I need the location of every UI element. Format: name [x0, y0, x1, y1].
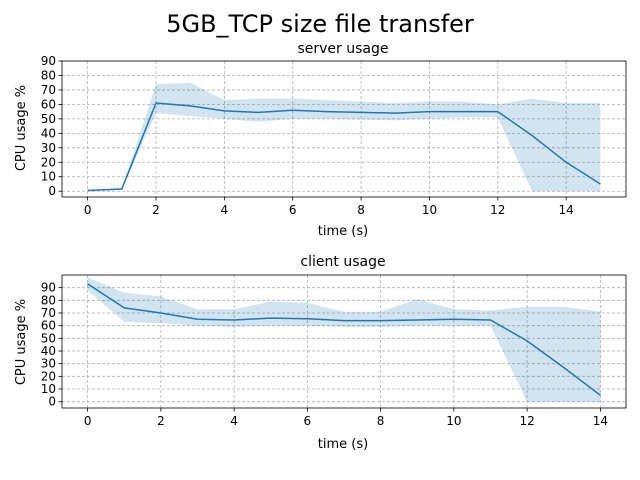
client-x-tick-label: 2 — [157, 414, 165, 428]
client-y-tick-label: 20 — [41, 369, 56, 383]
client-chart-xlabel: time (s) — [318, 437, 368, 452]
client-usage-band — [87, 277, 601, 402]
client-y-tick-label: 50 — [41, 331, 56, 345]
server-y-tick-label: 70 — [41, 83, 56, 97]
client-y-tick-label: 0 — [48, 395, 56, 409]
server-y-tick-label: 40 — [41, 126, 56, 140]
client-y-tick-label: 80 — [41, 293, 56, 307]
server-y-tick-label: 50 — [41, 112, 56, 126]
client-x-tick-label: 4 — [230, 414, 238, 428]
server-x-tick-label: 4 — [221, 203, 229, 217]
client-usage-line — [87, 283, 601, 396]
client-y-tick-label: 40 — [41, 344, 56, 358]
client-usage-chart: client usage time (s) CPU usage % 0 2 4 6 8 1… — [14, 254, 627, 452]
server-chart-ylabel: CPU usage % — [14, 85, 29, 171]
server-usage-band — [87, 82, 601, 192]
client-y-tick-label: 60 — [41, 319, 56, 333]
client-chart-ylabel: CPU usage % — [14, 299, 29, 385]
client-y-tick-label: 30 — [41, 357, 56, 371]
server-chart-title: server usage — [297, 41, 388, 57]
server-x-tick-label: 14 — [559, 203, 574, 217]
client-y-tick-label: 10 — [41, 382, 56, 396]
server-axes-frame — [61, 60, 627, 198]
client-y-tick-label: 90 — [41, 281, 56, 295]
server-y-tick-label: 30 — [41, 141, 56, 155]
server-chart-xlabel: time (s) — [318, 224, 368, 239]
server-x-tick-label: 0 — [84, 203, 92, 217]
client-chart-title: client usage — [300, 254, 385, 270]
server-x-tick-label: 8 — [357, 203, 365, 217]
server-usage-chart: server usage time (s) CPU usage % 0 2 4 6 8 1… — [14, 41, 627, 239]
client-x-tick-label: 14 — [593, 414, 608, 428]
client-x-tick-label: 6 — [304, 414, 312, 428]
server-y-tick-label: 0 — [48, 184, 56, 198]
server-y-tick-label: 60 — [41, 97, 56, 111]
server-x-tick-label: 2 — [152, 203, 160, 217]
client-x-tick-label: 12 — [519, 414, 534, 428]
server-x-tick-label: 12 — [490, 203, 505, 217]
client-x-tick-label: 0 — [84, 414, 92, 428]
server-y-tick-label: 10 — [41, 170, 56, 184]
client-x-tick-label: 10 — [446, 414, 461, 428]
figure-suptitle: 5GB_TCP size file transfer — [166, 10, 474, 38]
client-x-tick-label: 8 — [377, 414, 385, 428]
server-y-tick-label: 90 — [41, 54, 56, 68]
client-y-tick-label: 70 — [41, 306, 56, 320]
server-y-tick-label: 80 — [41, 68, 56, 82]
server-x-tick-label: 10 — [422, 203, 437, 217]
server-y-tick-label: 20 — [41, 155, 56, 169]
client-axes-frame — [61, 274, 627, 409]
server-usage-line — [87, 102, 601, 192]
server-x-tick-label: 6 — [289, 203, 297, 217]
